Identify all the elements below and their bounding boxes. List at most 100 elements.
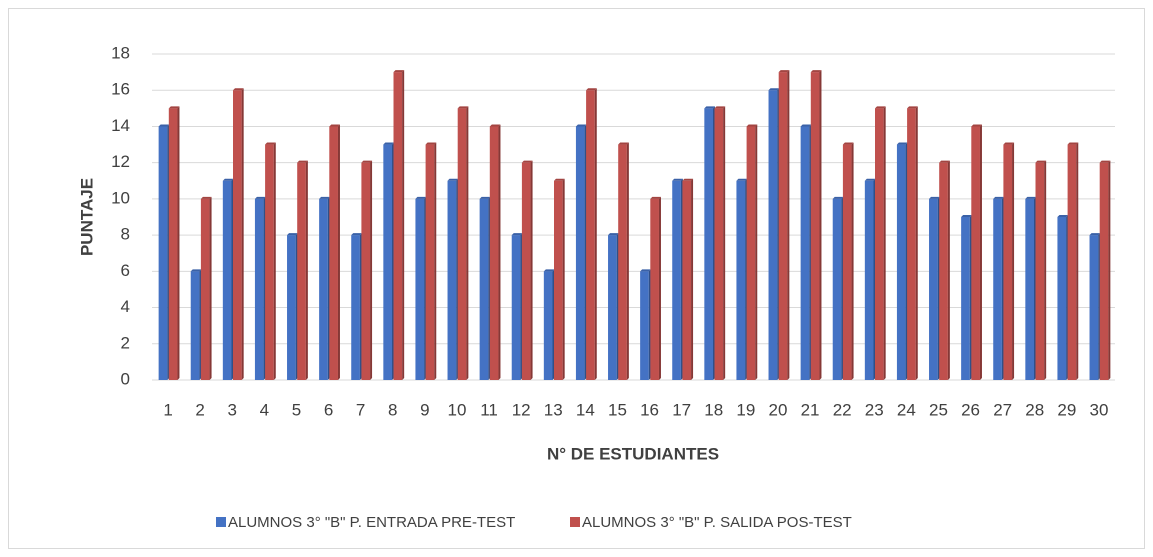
y-tick-label: 2 bbox=[121, 333, 130, 352]
y-tick-label: 4 bbox=[121, 297, 130, 316]
bar bbox=[1089, 233, 1101, 380]
bar bbox=[1025, 196, 1036, 380]
bar bbox=[746, 124, 758, 380]
y-tick-label: 6 bbox=[121, 261, 130, 280]
x-tick-label: 30 bbox=[1089, 400, 1108, 419]
bar bbox=[864, 178, 876, 380]
x-tick-label: 7 bbox=[356, 400, 365, 419]
bar bbox=[319, 196, 330, 380]
x-tick-label: 11 bbox=[480, 400, 498, 419]
x-tick-label: 25 bbox=[929, 400, 948, 419]
bar bbox=[415, 196, 427, 380]
bar bbox=[351, 233, 362, 380]
y-tick-label: 12 bbox=[111, 152, 130, 171]
bar bbox=[993, 196, 1004, 380]
x-tick-label: 17 bbox=[672, 400, 691, 419]
bar bbox=[297, 160, 308, 380]
bar bbox=[736, 178, 748, 380]
x-tick-label: 13 bbox=[544, 400, 563, 419]
bar bbox=[1067, 142, 1079, 380]
bar bbox=[265, 142, 276, 380]
bar bbox=[479, 196, 491, 380]
bar bbox=[704, 106, 715, 380]
bar bbox=[1099, 160, 1111, 380]
x-tick-label: 16 bbox=[640, 400, 659, 419]
bar bbox=[586, 88, 597, 380]
bar bbox=[618, 142, 629, 380]
legend-text: ALUMNOS 3° "B" P. SALIDA POS-TEST bbox=[582, 514, 852, 531]
y-tick-label: 16 bbox=[111, 80, 130, 99]
x-tick-label: 23 bbox=[865, 400, 884, 419]
x-tick-label: 15 bbox=[608, 400, 627, 419]
bar bbox=[511, 233, 523, 380]
bar bbox=[425, 142, 437, 380]
bar bbox=[1003, 142, 1015, 380]
bar bbox=[233, 88, 244, 380]
x-tick-label: 26 bbox=[961, 400, 980, 419]
y-tick-label: 18 bbox=[111, 43, 130, 62]
bar bbox=[640, 269, 651, 380]
bar bbox=[543, 269, 555, 380]
bar bbox=[575, 124, 587, 380]
bar bbox=[329, 124, 340, 380]
legend-swatch bbox=[216, 517, 226, 527]
y-axis-title: PUNTAJE bbox=[77, 178, 96, 256]
x-tick-label: 10 bbox=[447, 400, 466, 419]
x-tick-label: 3 bbox=[228, 400, 237, 419]
bar bbox=[939, 160, 950, 380]
bar bbox=[383, 142, 394, 380]
bar bbox=[393, 70, 405, 380]
bar bbox=[168, 106, 180, 380]
bar bbox=[896, 142, 908, 380]
bar bbox=[714, 106, 726, 380]
bar bbox=[1057, 215, 1069, 380]
bar bbox=[489, 124, 501, 380]
x-tick-label: 24 bbox=[897, 400, 916, 419]
x-tick-label: 21 bbox=[801, 400, 820, 419]
x-tick-label: 19 bbox=[736, 400, 755, 419]
bar bbox=[554, 178, 565, 380]
bar bbox=[158, 124, 170, 380]
x-axis-title: N° DE ESTUDIANTES bbox=[547, 444, 719, 463]
x-tick-label: 9 bbox=[420, 400, 429, 419]
x-tick-label: 1 bbox=[163, 400, 172, 419]
x-tick-label: 29 bbox=[1057, 400, 1076, 419]
x-tick-label: 22 bbox=[833, 400, 852, 419]
y-tick-label: 8 bbox=[121, 225, 130, 244]
bar bbox=[961, 215, 972, 380]
bar bbox=[1035, 160, 1047, 380]
bar bbox=[842, 142, 854, 380]
bar bbox=[971, 124, 982, 380]
bar bbox=[810, 70, 822, 380]
bar bbox=[447, 178, 459, 380]
y-tick-label: 10 bbox=[111, 188, 130, 207]
bar bbox=[778, 70, 790, 380]
bar bbox=[768, 88, 780, 380]
bar bbox=[832, 196, 844, 380]
x-tick-label: 18 bbox=[704, 400, 723, 419]
x-tick-label: 14 bbox=[576, 400, 595, 419]
legend-text: ALUMNOS 3° "B" P. ENTRADA PRE-TEST bbox=[228, 514, 515, 531]
bar bbox=[875, 106, 886, 380]
x-tick-label: 8 bbox=[388, 400, 397, 419]
bar bbox=[200, 196, 212, 380]
bar bbox=[682, 178, 694, 380]
x-tick-label: 4 bbox=[260, 400, 269, 419]
bar bbox=[190, 269, 202, 380]
bar bbox=[907, 106, 918, 380]
bar bbox=[608, 233, 619, 380]
bar bbox=[929, 196, 940, 380]
x-tick-label: 12 bbox=[512, 400, 531, 419]
y-tick-label: 14 bbox=[111, 116, 130, 135]
legend-swatch bbox=[570, 517, 580, 527]
bar bbox=[521, 160, 533, 380]
x-tick-label: 20 bbox=[768, 400, 787, 419]
bar bbox=[361, 160, 373, 380]
bar bbox=[800, 124, 812, 380]
bar bbox=[222, 178, 234, 380]
x-tick-label: 2 bbox=[195, 400, 204, 419]
x-tick-label: 28 bbox=[1025, 400, 1044, 419]
bar bbox=[457, 106, 469, 380]
bar bbox=[254, 196, 266, 380]
